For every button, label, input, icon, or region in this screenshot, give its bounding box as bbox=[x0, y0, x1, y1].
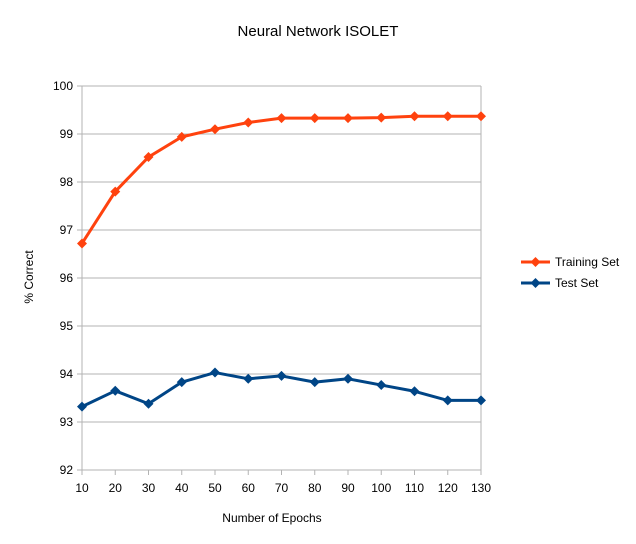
data-point bbox=[110, 385, 121, 396]
data-point bbox=[143, 398, 154, 409]
y-tick-labels: 92 93 94 95 96 97 98 99 100 bbox=[53, 79, 73, 477]
y-tick-label: 100 bbox=[53, 79, 73, 93]
axes bbox=[77, 85, 482, 475]
y-tick-label: 99 bbox=[60, 127, 74, 141]
data-point bbox=[243, 117, 254, 128]
data-point bbox=[376, 380, 387, 391]
y-tick-label: 98 bbox=[60, 175, 74, 189]
legend-label: Test Set bbox=[555, 276, 599, 290]
y-tick-label: 94 bbox=[60, 367, 74, 381]
series-line-training-set bbox=[80, 114, 481, 245]
x-tick-label: 60 bbox=[242, 481, 256, 495]
x-tick-label: 120 bbox=[438, 481, 458, 495]
data-point bbox=[276, 113, 287, 124]
x-tick-label: 10 bbox=[75, 481, 89, 495]
data-point bbox=[343, 113, 353, 124]
data-point bbox=[409, 386, 420, 397]
legend-item-training-set: Training Set bbox=[521, 255, 620, 269]
x-tick-label: 110 bbox=[405, 481, 424, 495]
legend-item-test-set: Test Set bbox=[521, 276, 599, 290]
legend-swatch-marker bbox=[530, 257, 541, 267]
x-tick-label: 80 bbox=[308, 481, 322, 495]
data-point bbox=[442, 111, 453, 122]
data-point bbox=[376, 112, 387, 123]
x-tick-label: 30 bbox=[142, 481, 156, 495]
series-layer bbox=[77, 111, 486, 412]
x-tick-label: 50 bbox=[208, 481, 222, 495]
x-tick-label: 70 bbox=[275, 481, 289, 495]
data-point bbox=[77, 238, 87, 249]
data-point bbox=[343, 373, 353, 384]
y-tick-label: 93 bbox=[60, 415, 74, 429]
data-point bbox=[409, 111, 420, 122]
y-tick-label: 96 bbox=[60, 271, 74, 285]
x-tick-label: 100 bbox=[371, 481, 391, 495]
data-point bbox=[143, 152, 154, 163]
data-point bbox=[276, 370, 287, 381]
series-test-set bbox=[77, 367, 486, 412]
data-point bbox=[210, 367, 220, 378]
data-point bbox=[476, 111, 486, 122]
y-axis-label: % Correct bbox=[22, 250, 36, 304]
data-point bbox=[309, 377, 320, 388]
y-tick-label: 97 bbox=[60, 223, 74, 237]
chart-title: Neural Network ISOLET bbox=[238, 23, 399, 40]
data-point bbox=[110, 186, 121, 197]
data-point bbox=[243, 373, 254, 384]
x-tick-label: 20 bbox=[109, 481, 123, 495]
x-axis-label: Number of Epochs bbox=[222, 511, 321, 525]
series-training-set bbox=[77, 111, 486, 249]
data-point bbox=[176, 377, 187, 388]
data-point bbox=[77, 401, 87, 412]
data-point bbox=[309, 113, 320, 124]
data-point bbox=[442, 395, 453, 406]
x-tick-label: 130 bbox=[471, 481, 491, 495]
y-tick-label: 92 bbox=[60, 463, 74, 477]
y-tick-label: 95 bbox=[60, 319, 74, 333]
data-point bbox=[476, 395, 486, 406]
data-point bbox=[210, 124, 220, 135]
legend-label: Training Set bbox=[555, 255, 620, 269]
gridlines bbox=[82, 85, 481, 423]
legend: Training Set Test Set bbox=[521, 255, 620, 290]
x-tick-label: 40 bbox=[175, 481, 189, 495]
data-point bbox=[176, 131, 187, 142]
x-tick-label: 90 bbox=[341, 481, 355, 495]
x-tick-labels: 10 20 30 40 50 60 70 80 90 100 110 120 130 bbox=[75, 481, 491, 495]
legend-swatch-marker bbox=[530, 278, 541, 288]
